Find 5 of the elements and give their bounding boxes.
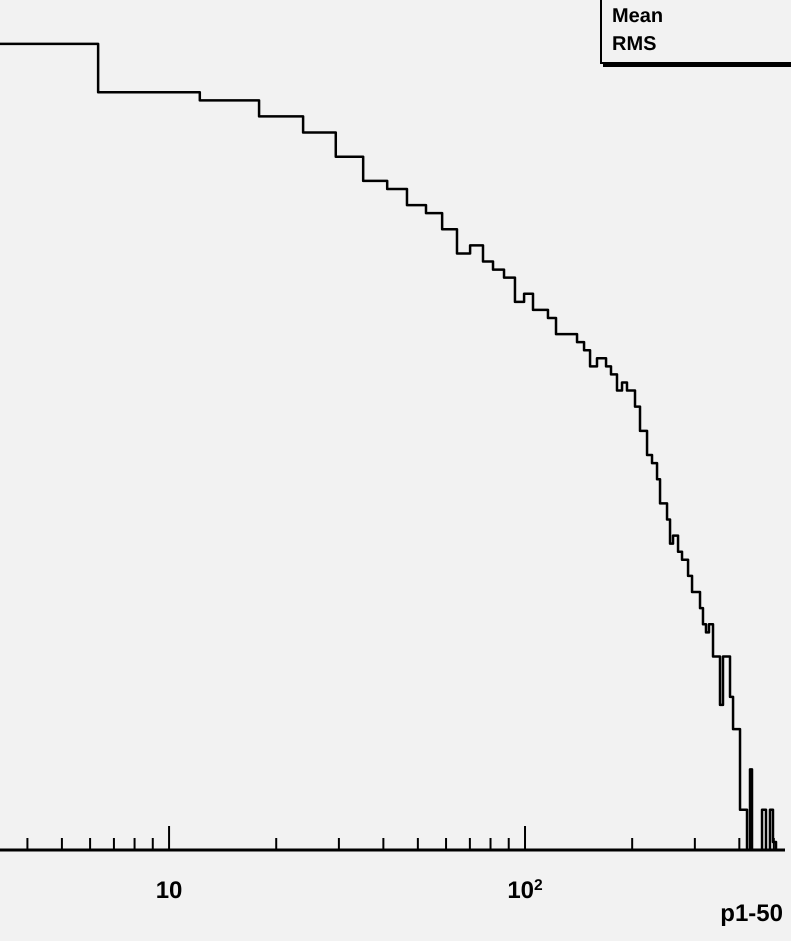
stats-box: Mean RMS [600,0,791,64]
x-axis-title: p1-50 [720,900,783,928]
x-tick-label: 10$^{2}$ [507,876,544,904]
x-tick-label: 10 [156,877,182,904]
annotation: RMS [612,32,658,57]
